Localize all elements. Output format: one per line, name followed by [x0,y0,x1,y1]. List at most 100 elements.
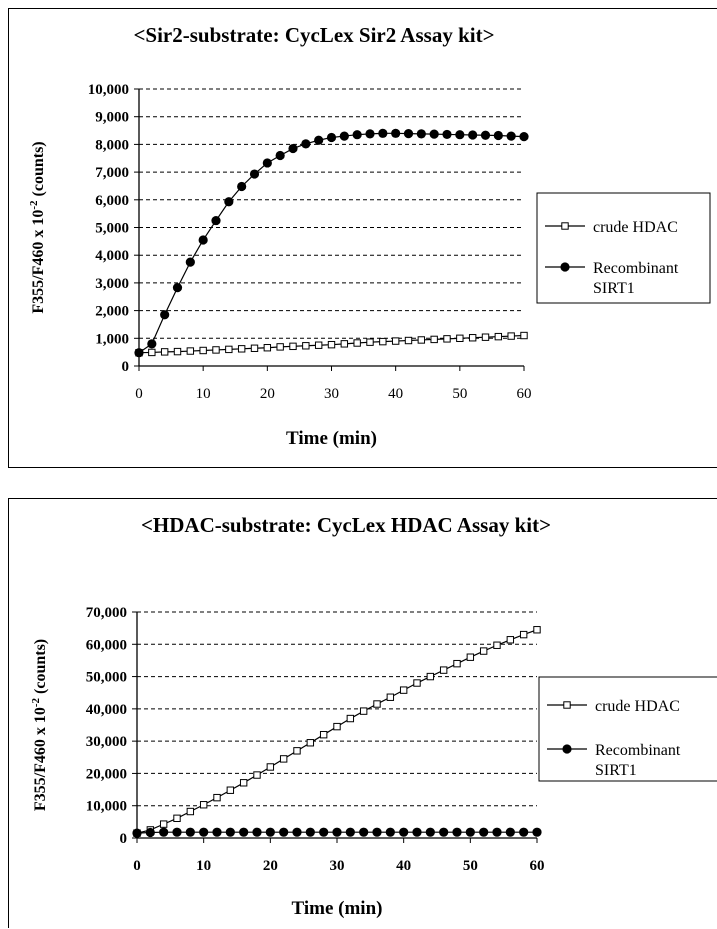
x-tick-label: 40 [388,386,403,402]
data-point-square [346,714,355,723]
data-point-circle [468,130,478,140]
data-point-square [417,336,426,344]
legend-box [538,676,717,782]
y-tick-label: 60,000 [86,637,127,653]
y-axis-label-part: (counts) [30,141,47,200]
data-point-square [212,346,220,354]
data-point-square [159,820,168,828]
data-point-circle [159,827,169,837]
legend-box [536,192,711,304]
data-point-square [226,786,235,794]
data-point-square [148,348,156,357]
data-point-square [263,344,272,352]
legend-marker-circle [562,744,572,754]
data-point-square [439,666,448,674]
data-point-square [507,332,515,340]
data-point-circle [145,827,155,838]
data-point-circle [399,827,409,837]
chart-title: <HDAC-substrate: CycLex HDAC Assay kit> [141,513,551,537]
data-point-square [506,636,515,644]
x-tick-label: 10 [196,386,211,402]
y-tick-label: 3,000 [95,276,129,292]
data-point-square [173,814,181,823]
data-point-square [430,335,438,344]
data-point-circle [442,129,452,140]
sir2-chart-svg: <Sir2-substrate: CycLex Sir2 Assay kit> 0… [28,23,711,449]
data-point-circle [505,827,515,837]
y-tick-label: 4,000 [95,248,129,264]
data-point-square [353,339,361,347]
data-point-circle [403,128,414,139]
x-tick-label: 60 [530,858,545,874]
data-point-circle [345,827,355,837]
chart-panel-hdac: <HDAC-substrate: CycLex HDAC Assay kit> 0… [8,498,717,928]
chart-title: <Sir2-substrate: CycLex Sir2 Assay kit> [133,23,494,47]
data-point-circle [224,197,234,207]
data-point-square [533,626,541,634]
data-point-square [391,337,400,345]
x-tick-label: 30 [324,386,339,402]
y-axis-label: F355/F460 x 10-2 (counts) [28,141,47,313]
data-point-square [493,641,501,649]
legend-marker-circle [560,262,570,272]
data-point-square [333,722,341,731]
data-point-circle [416,129,426,139]
y-tick-label: 8,000 [95,137,129,153]
data-point-square [494,332,503,341]
data-point-circle [314,135,324,145]
data-point-circle [265,827,275,837]
x-axis-label: Time (min) [292,898,383,919]
data-point-square [520,331,528,340]
data-point-square [302,342,310,350]
data-point-square [466,653,475,661]
data-point-circle [480,130,491,140]
data-point-square [373,700,381,708]
data-point-circle [319,827,329,837]
y-tick-label: 70,000 [86,605,127,621]
y-tick-label: 20,000 [86,766,127,782]
y-tick-label: 9,000 [95,110,129,126]
data-point-square [266,763,275,771]
y-tick-label: 6,000 [95,193,129,209]
data-point-square [276,343,284,351]
data-point-square [481,333,490,341]
data-point-circle [275,150,285,161]
data-point-square [426,672,435,681]
data-point-square [186,347,195,355]
data-point-square [456,334,464,343]
data-point-circle [211,215,221,226]
y-axis-label-exponent: -2 [28,200,40,210]
y-axis-label-part: F355/F460 x 10 [32,707,49,811]
x-tick-label: 40 [396,858,411,874]
data-point-square [327,340,336,349]
legend-label: crude HDAC [595,698,680,715]
data-point-circle [465,827,475,837]
data-point-square [213,793,221,802]
y-axis-label-part: F355/F460 x 10 [30,210,47,314]
data-point-square [293,747,301,755]
legend-label: Recombinant [593,260,679,277]
x-tick-label: 20 [263,858,278,874]
y-tick-label: 10,000 [86,799,127,815]
data-point-circle [199,827,209,837]
data-point-circle [185,257,195,267]
data-point-circle [519,827,529,837]
legend-label: SIRT1 [593,280,635,297]
y-tick-label: 1,000 [95,331,129,347]
y-tick-label: 7,000 [95,165,129,181]
y-axis-label: F355/F460 x 10-2 (counts) [30,639,49,811]
data-point-circle [134,348,144,358]
data-point-square [314,341,323,349]
x-tick-label: 50 [452,386,467,402]
data-point-square [253,771,261,779]
data-point-circle [212,827,222,837]
x-tick-label: 30 [330,858,345,874]
data-point-square [404,336,413,345]
data-point-circle [452,827,462,837]
data-point-circle [332,827,342,837]
data-point-square [173,347,182,356]
data-point-square [468,334,477,342]
y-tick-label: 10,000 [88,82,129,98]
data-point-square [160,348,169,356]
legend-label: crude HDAC [593,219,678,236]
